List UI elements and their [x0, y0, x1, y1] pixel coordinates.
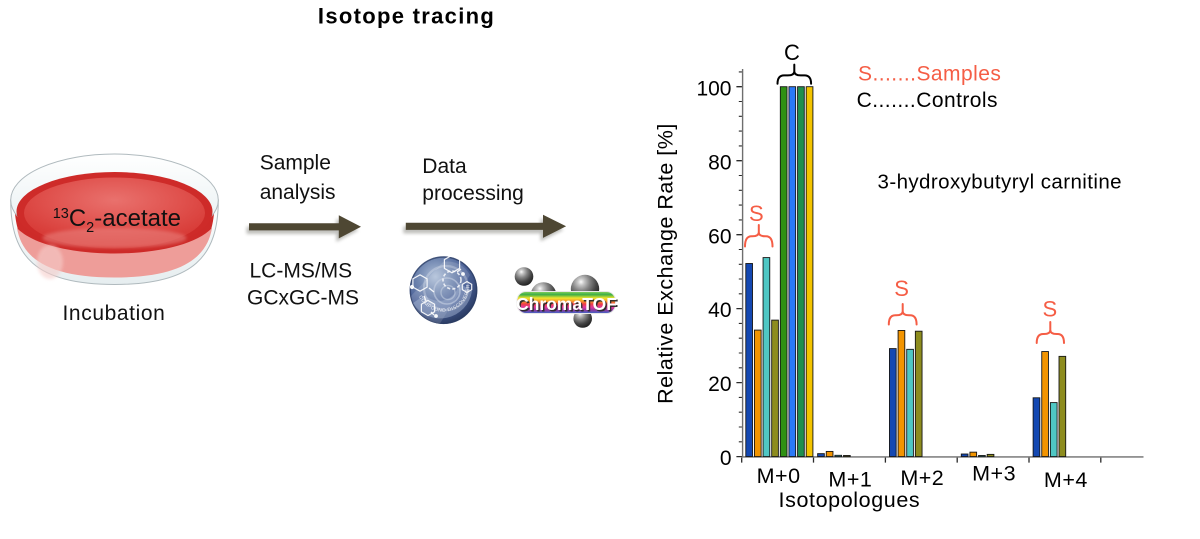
- svg-text:S: S: [749, 201, 764, 226]
- svg-text:M+1: M+1: [828, 467, 872, 491]
- svg-text:S: S: [1042, 297, 1057, 322]
- svg-text:M+3: M+3: [972, 462, 1016, 486]
- svg-text:0: 0: [720, 447, 732, 470]
- svg-text:60: 60: [708, 225, 731, 248]
- svg-text:C: C: [784, 40, 800, 65]
- svg-text:M+4: M+4: [1044, 468, 1088, 492]
- svg-text:M+2: M+2: [900, 466, 944, 490]
- svg-text:Incubation: Incubation: [63, 302, 166, 325]
- svg-text:S: S: [894, 276, 909, 301]
- svg-text:20: 20: [708, 373, 731, 396]
- svg-text:ChromaTOF: ChromaTOF: [518, 296, 619, 316]
- svg-text:GCxGC-MS: GCxGC-MS: [247, 287, 359, 310]
- svg-text:processing: processing: [422, 182, 524, 205]
- svg-text:Isotope tracing: Isotope tracing: [318, 4, 495, 29]
- svg-text:100: 100: [696, 77, 731, 100]
- svg-text:ChromaTOF: ChromaTOF: [516, 294, 617, 314]
- svg-text:3-hydroxybutyryl carnitine: 3-hydroxybutyryl carnitine: [878, 171, 1123, 194]
- svg-text:S.......Samples: S.......Samples: [858, 63, 1001, 86]
- svg-text:Data: Data: [422, 155, 467, 178]
- svg-text:Relative Exchange Rate [%]: Relative Exchange Rate [%]: [654, 123, 678, 404]
- svg-text:80: 80: [708, 151, 731, 174]
- svg-text:13C2-acetate: 13C2-acetate: [53, 205, 181, 236]
- svg-text:C.......Controls: C.......Controls: [857, 89, 998, 112]
- svg-text:analysis: analysis: [260, 181, 336, 204]
- svg-text:Isotopologues: Isotopologues: [779, 488, 921, 512]
- svg-text:LC-MS/MS: LC-MS/MS: [250, 259, 353, 282]
- svg-text:M+0: M+0: [757, 464, 801, 488]
- svg-text:Sample: Sample: [260, 152, 331, 175]
- svg-text:40: 40: [708, 299, 731, 322]
